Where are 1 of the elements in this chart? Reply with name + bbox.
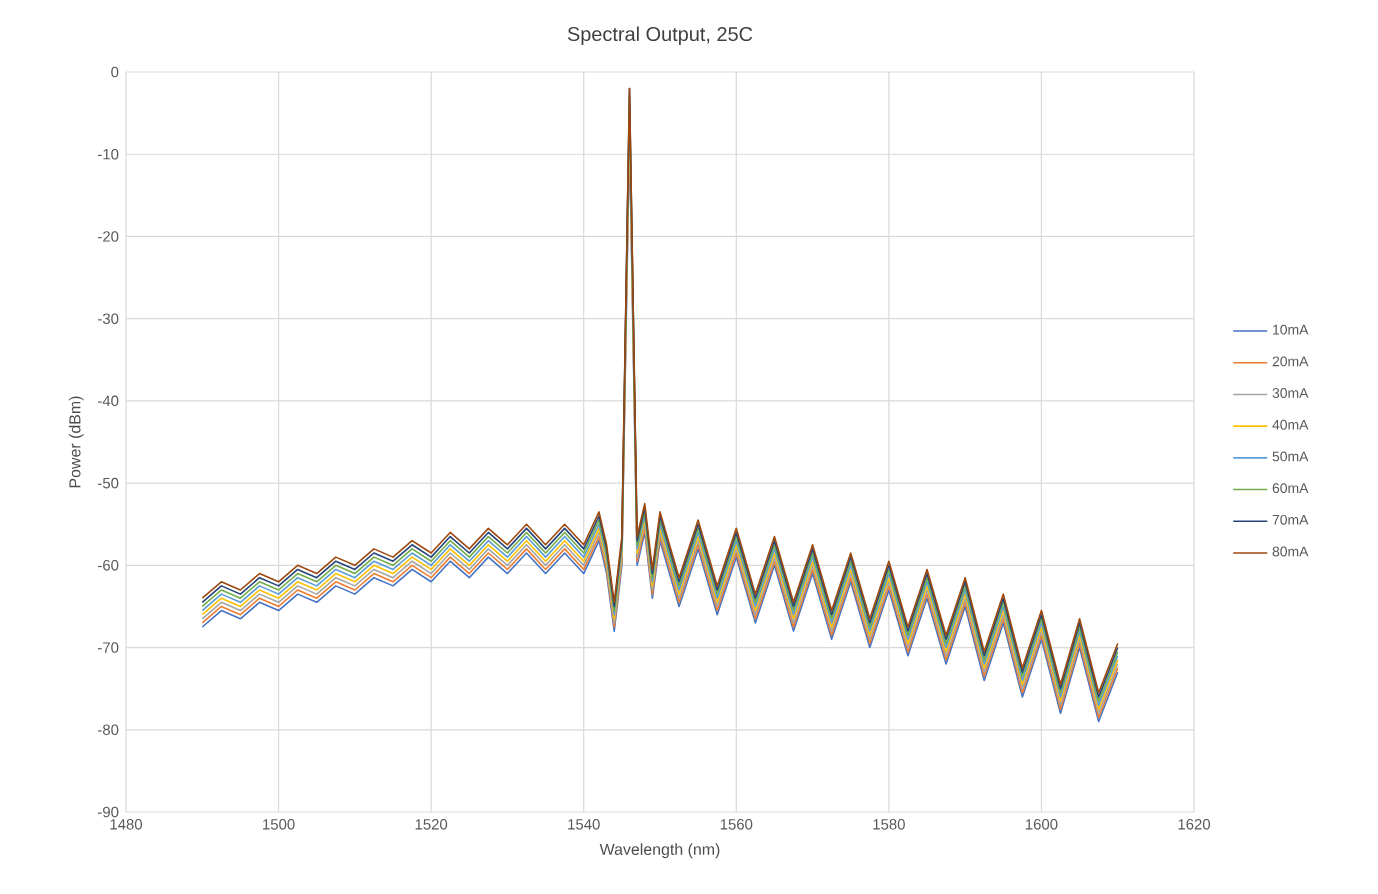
chart-title: Spectral Output, 25C [567,26,753,45]
